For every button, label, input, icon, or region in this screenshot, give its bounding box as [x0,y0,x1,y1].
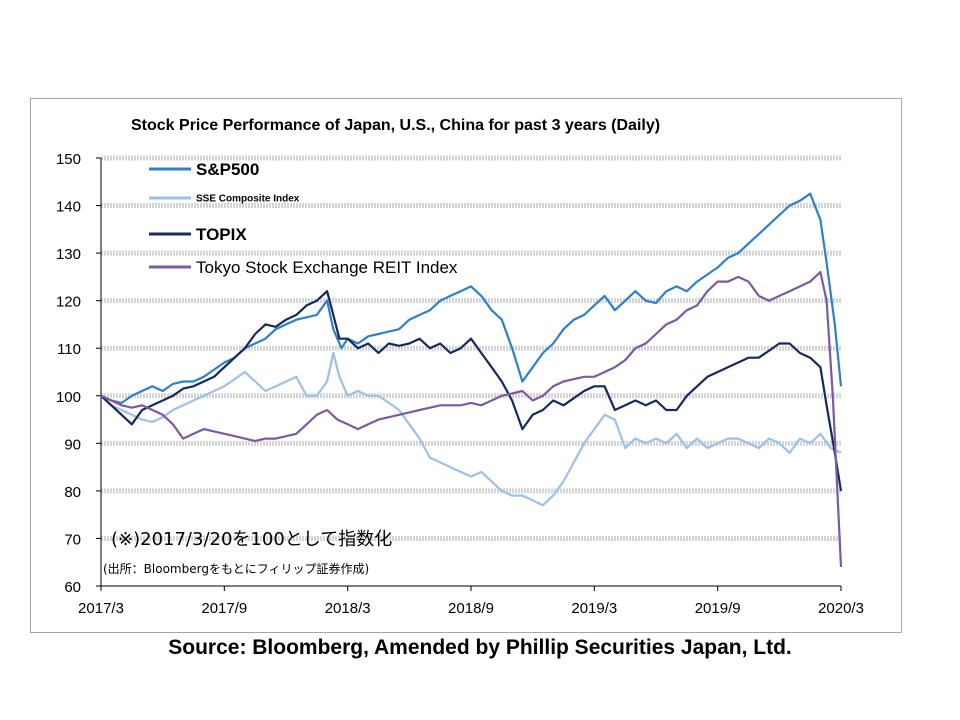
y-tick-label: 90 [64,436,81,453]
y-tick-label: 150 [56,151,81,168]
axes: 60 70 80 90 100 110 120 130 140 150 2017/3 2017/9 20… [56,151,864,617]
line-chart: Stock Price Performance of Japan, U.S., … [56,117,864,617]
y-tick-label: 70 [64,531,81,548]
x-tick-label: 2018/9 [448,600,494,617]
x-tick-label: 2020/3 [818,600,864,617]
legend-label-1: SSE Composite Index [196,194,300,205]
index-annotation: (※)2017/3/20を100として指数化 [111,529,392,550]
series-line-3 [100,271,843,568]
legend-label-3: Tokyo Stock Exchange REIT Index [196,258,458,277]
grid-lines [101,155,841,541]
x-tick-label: 2019/9 [695,600,741,617]
series-lines [100,192,843,568]
y-tick-label: 130 [56,246,81,263]
y-tick-label: 140 [56,199,81,216]
y-tick-label: 80 [64,484,81,501]
y-tick-label: 100 [56,389,81,406]
x-tick-label: 2018/3 [325,600,371,617]
legend-label-2: TOPIX [196,225,247,244]
y-tick-label: 60 [64,579,81,596]
y-tick-label: 120 [56,294,81,311]
x-tick-label: 2019/3 [571,600,617,617]
chart-title: Stock Price Performance of Japan, U.S., … [131,117,660,134]
annotation-note: (出所：Bloombergをもとにフィリップ証券作成) [103,561,369,576]
source-caption: Source: Bloomberg, Amended by Phillip Se… [168,636,792,659]
legend: S&P500 SSE Composite Index TOPIX Tokyo Stoc… [149,160,458,277]
series-line-0 [100,192,843,404]
chart-frame: Stock Price Performance of Japan, U.S., … [30,98,902,633]
x-tick-label: 2017/9 [201,600,247,617]
series-line-2 [100,290,843,492]
legend-label-0: S&P500 [196,160,259,179]
y-tick-label: 110 [57,341,81,358]
series-line-1 [100,351,842,507]
x-tick-label: 2017/3 [78,600,124,617]
